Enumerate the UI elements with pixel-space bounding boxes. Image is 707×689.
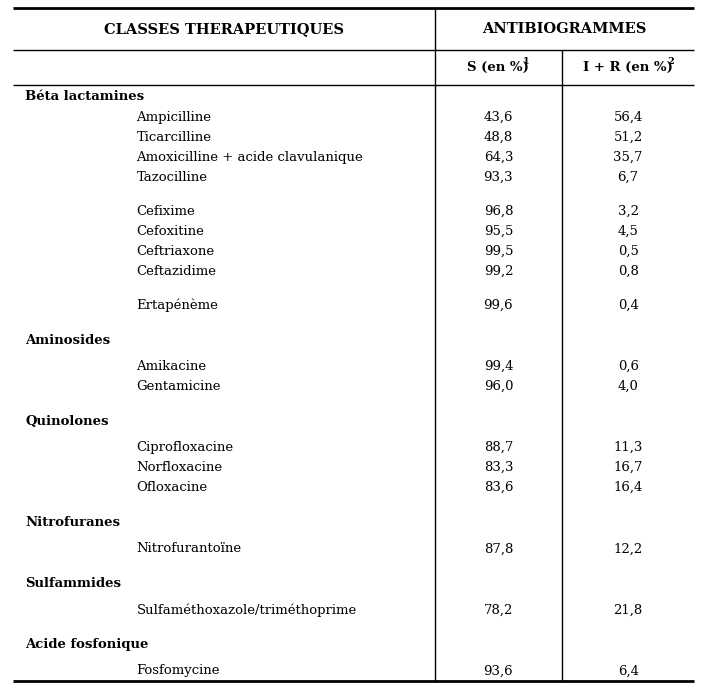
Text: 99,4: 99,4 [484,360,513,373]
Text: 96,0: 96,0 [484,380,513,393]
Text: 12,2: 12,2 [614,542,643,555]
Text: 0,8: 0,8 [618,265,638,278]
Text: Amoxicilline + acide clavulanique: Amoxicilline + acide clavulanique [136,151,363,164]
Text: Sulfaméthoxazole/triméthoprime: Sulfaméthoxazole/triméthoprime [136,603,357,617]
Text: Sulfammides: Sulfammides [25,577,122,590]
Text: 35,7: 35,7 [614,151,643,164]
Text: Cefoxitine: Cefoxitine [136,225,204,238]
Text: 1: 1 [523,57,530,66]
Text: Norfloxacine: Norfloxacine [136,461,223,474]
Text: 87,8: 87,8 [484,542,513,555]
Text: Ceftazidime: Ceftazidime [136,265,216,278]
Text: Béta lactamines: Béta lactamines [25,90,144,103]
Text: 88,7: 88,7 [484,441,513,454]
Text: 78,2: 78,2 [484,604,513,617]
Text: Ertapénème: Ertapénème [136,299,218,312]
Text: Acide fosfonique: Acide fosfonique [25,639,149,651]
Text: 21,8: 21,8 [614,604,643,617]
Text: 0,5: 0,5 [618,245,638,258]
Text: 2: 2 [668,57,674,66]
Text: 93,3: 93,3 [484,171,513,184]
Text: 99,5: 99,5 [484,245,513,258]
Text: 6,7: 6,7 [618,171,638,184]
Text: 56,4: 56,4 [614,111,643,123]
Text: 93,6: 93,6 [484,664,513,677]
Text: Ciprofloxacine: Ciprofloxacine [136,441,233,454]
Text: 16,7: 16,7 [614,461,643,474]
Text: Cefixime: Cefixime [136,205,195,218]
Text: 51,2: 51,2 [614,131,643,144]
Text: Ticarcilline: Ticarcilline [136,131,211,144]
Text: Aminosides: Aminosides [25,334,110,347]
Text: 48,8: 48,8 [484,131,513,144]
Text: 96,8: 96,8 [484,205,513,218]
Text: Ampicilline: Ampicilline [136,111,211,123]
Text: 11,3: 11,3 [614,441,643,454]
Text: 4,5: 4,5 [618,225,638,238]
Text: Fosfomycine: Fosfomycine [136,664,220,677]
Text: 0,6: 0,6 [618,360,638,373]
Text: 83,6: 83,6 [484,481,513,494]
Text: 0,4: 0,4 [618,299,638,312]
Text: 95,5: 95,5 [484,225,513,238]
Text: 99,6: 99,6 [484,299,513,312]
Text: Amikacine: Amikacine [136,360,206,373]
Text: Gentamicine: Gentamicine [136,380,221,393]
Text: 3,2: 3,2 [618,205,638,218]
Text: 43,6: 43,6 [484,111,513,123]
Text: 4,0: 4,0 [618,380,638,393]
Text: ANTIBIOGRAMMES: ANTIBIOGRAMMES [482,22,647,36]
Text: 16,4: 16,4 [614,481,643,494]
Text: I + R (en %): I + R (en %) [583,61,673,74]
Text: Nitrofuranes: Nitrofuranes [25,516,120,529]
Text: 99,2: 99,2 [484,265,513,278]
Text: Ofloxacine: Ofloxacine [136,481,208,494]
Text: Ceftriaxone: Ceftriaxone [136,245,215,258]
Text: 6,4: 6,4 [618,664,638,677]
Text: Tazocilline: Tazocilline [136,171,207,184]
Text: S (en %): S (en %) [467,61,530,74]
Text: 83,3: 83,3 [484,461,513,474]
Text: Quinolones: Quinolones [25,415,109,428]
Text: Nitrofurantоïne: Nitrofurantоïne [136,542,242,555]
Text: 64,3: 64,3 [484,151,513,164]
Text: CLASSES THERAPEUTIQUES: CLASSES THERAPEUTIQUES [104,22,344,36]
